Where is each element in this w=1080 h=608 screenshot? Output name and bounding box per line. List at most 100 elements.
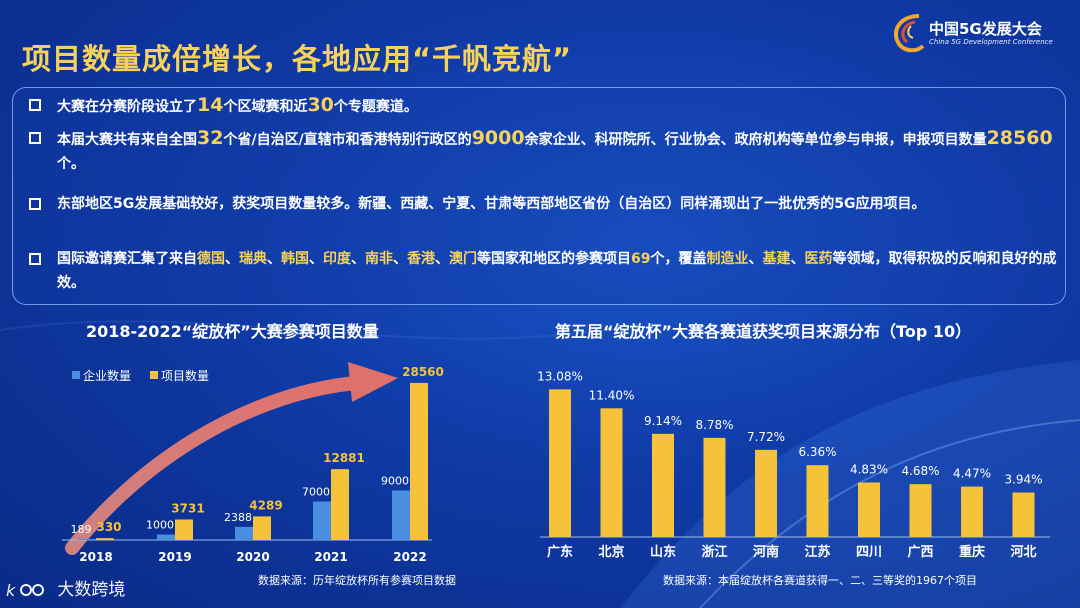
highlight-number: 14 xyxy=(197,94,224,116)
bullet-text: 东部地区5G发展基础较好，获奖项目数量较多。新疆、西藏、宁夏、甘肃等西部地区省份… xyxy=(57,192,1072,216)
bullet-segment: 本届大赛共有来自全国 xyxy=(57,132,197,148)
right-bar-chart: 13.08% 广东 11.40% 北京 9.14% 山东 8.78% 浙江 7.72% 河南 6.3… xyxy=(537,369,1050,560)
bullet-segment: 、 xyxy=(435,251,449,267)
x-tick-label: 北京 xyxy=(598,544,624,560)
bullet-text: 国际邀请赛汇集了来自德国、瑞典、韩国、印度、南非、香港、澳门等国家和地区的参赛项… xyxy=(57,247,1072,295)
data-label-enterprise: 7000 xyxy=(302,486,330,499)
x-tick-label: 重庆 xyxy=(959,544,985,560)
highlight-text: 印度 xyxy=(323,251,351,267)
x-tick-label: 江苏 xyxy=(804,544,830,560)
data-label: 4.47% xyxy=(953,467,991,481)
data-label-project: 12881 xyxy=(323,451,365,465)
bullet-text: 大赛在分赛阶段设立了14个区域赛和近30个专题赛道。 xyxy=(57,93,1072,119)
checkbox-icon xyxy=(29,132,41,144)
bullet-segment: 个，覆盖 xyxy=(650,251,707,267)
watermark-text: 大数跨境 xyxy=(57,580,126,600)
conference-logo: 中国5G发展大会 China 5G Development Conference xyxy=(889,10,1079,60)
bullet-segment: 、 xyxy=(393,251,407,267)
page-title: 项目数量成倍增长，各地应用“千帆竞航” xyxy=(22,42,573,76)
highlight-text: 制造业 xyxy=(706,251,749,267)
data-label: 7.72% xyxy=(747,430,785,444)
checkbox-icon xyxy=(29,198,41,210)
highlight-text: 韩国 xyxy=(281,251,309,267)
bullet-segment: 、 xyxy=(790,251,805,267)
bullet-segment: 余家企业、科研院所、行业协会、政府机构等单位参与申报，申报项目数量 xyxy=(524,132,987,148)
bar-project xyxy=(175,519,193,540)
logo-subtitle: China 5G Development Conference xyxy=(929,38,1053,46)
bullet-segment: 个省/自治区/直辖市和香港特别行政区的 xyxy=(223,132,472,148)
left-chart-title: 2018-2022“绽放杯”大赛参赛项目数量 xyxy=(86,322,379,341)
bullet-segment: 、 xyxy=(309,251,323,267)
bar xyxy=(961,486,983,537)
bar xyxy=(600,408,623,537)
x-tick-label: 河北 xyxy=(1010,544,1036,560)
data-label: 8.78% xyxy=(695,418,733,432)
bullet-segment: 等领域，取得积极的反响和良好的成效。 xyxy=(57,251,1057,291)
legend-swatch-project xyxy=(150,371,158,379)
logo-title: 中国5G发展大会 xyxy=(929,20,1042,38)
x-tick-label: 河南 xyxy=(753,544,779,560)
svg-text:k: k xyxy=(6,581,16,600)
highlight-number: 28560 xyxy=(986,127,1053,149)
highlight-text: 基建 xyxy=(762,251,791,267)
left-chart-source: 数据来源：历年绽放杯所有参赛项目数据 xyxy=(258,574,456,587)
data-label-enterprise: 9000 xyxy=(381,475,409,488)
data-label-enterprise: 2388 xyxy=(224,511,252,524)
bullet-segment: 、 xyxy=(225,251,239,267)
data-label-enterprise: 189 xyxy=(71,523,92,536)
bar-project xyxy=(253,516,271,540)
watermark: k 大数跨境 xyxy=(6,575,125,600)
bar-enterprise xyxy=(313,501,331,540)
bar xyxy=(652,433,674,537)
x-tick-label: 2018 xyxy=(79,550,112,564)
bullet-segment: 国际邀请赛汇集了来自 xyxy=(57,251,197,267)
highlight-number: 9000 xyxy=(471,127,525,149)
bar xyxy=(909,484,932,537)
highlight-number: 30 xyxy=(307,94,334,116)
bar xyxy=(755,449,777,537)
data-label: 11.40% xyxy=(589,388,635,402)
bullet-segment: 个区域赛和近 xyxy=(223,99,308,115)
data-label-project: 4289 xyxy=(249,498,282,512)
x-tick-label: 2019 xyxy=(158,550,191,564)
right-chart-source: 数据来源：本届绽放杯各赛道获得一、二、三等奖的1967个项目 xyxy=(663,574,977,587)
bar-enterprise xyxy=(392,490,410,540)
bar-project xyxy=(96,538,114,540)
bar xyxy=(806,465,829,537)
bar xyxy=(1012,492,1035,537)
growth-arrow xyxy=(65,376,363,555)
watermark-logo-icon: k xyxy=(6,581,44,600)
legend-swatch-enterprise xyxy=(72,371,80,379)
bar-project xyxy=(410,382,428,540)
info-box: 大赛在分赛阶段设立了14个区域赛和近30个专题赛道。 本届大赛共有来自全国32个… xyxy=(12,87,1066,305)
bullet-segment: 、 xyxy=(351,251,365,267)
data-label-enterprise: 1000 xyxy=(146,519,174,532)
bullet-segment: 个专题赛道。 xyxy=(333,99,418,115)
legend-label-enterprise: 企业数量 xyxy=(83,368,131,383)
data-label: 4.83% xyxy=(850,462,888,476)
bullet-segment: 东部地区5G发展基础较好，获奖项目数量较多。新疆、西藏、宁夏、甘肃等西部地区省份… xyxy=(57,196,926,212)
bar xyxy=(703,437,726,537)
highlight-text: 医药 xyxy=(804,251,833,267)
data-label: 13.08% xyxy=(537,369,583,383)
bar-enterprise xyxy=(235,526,253,540)
bullet-segment: 、 xyxy=(267,251,281,267)
bar xyxy=(858,482,880,537)
bar-enterprise xyxy=(78,538,96,540)
highlight-text: 香港 xyxy=(407,251,435,267)
data-label-project: 28560 xyxy=(402,365,444,379)
data-label: 4.68% xyxy=(901,464,939,478)
right-chart-title: 第五届“绽放杯”大赛各赛道获奖项目来源分布（Top 10） xyxy=(555,322,972,341)
bullet-segment: 、 xyxy=(748,251,763,267)
highlight-text: 南非 xyxy=(365,251,393,267)
x-tick-label: 浙江 xyxy=(701,544,727,560)
data-label: 3.94% xyxy=(1004,473,1042,487)
data-label: 6.36% xyxy=(798,445,836,459)
highlight-text: 69 xyxy=(631,251,651,267)
data-label: 9.14% xyxy=(644,414,682,428)
x-tick-label: 广西 xyxy=(907,544,933,560)
data-label-project: 330 xyxy=(96,520,121,534)
x-tick-label: 广东 xyxy=(547,544,573,560)
bullet-segment: 大赛在分赛阶段设立了 xyxy=(57,99,197,115)
